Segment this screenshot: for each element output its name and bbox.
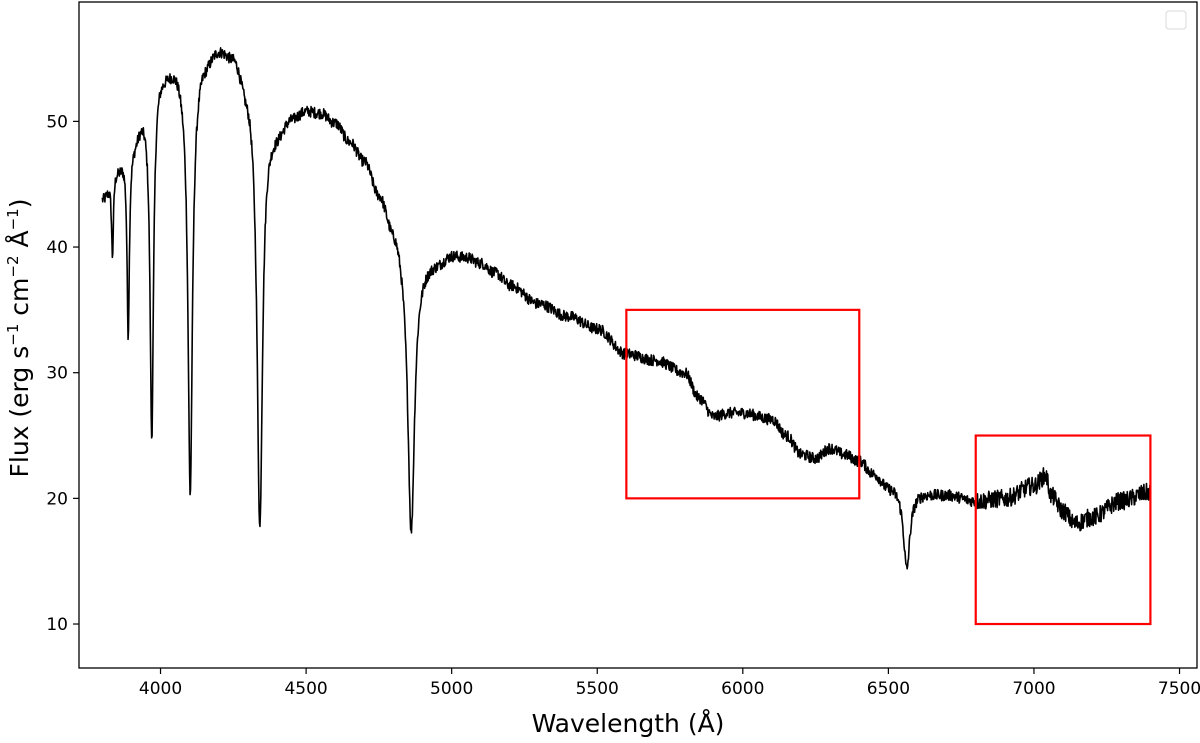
x-tick-label: 6000 [721,679,764,699]
y-axis-title-exp2: −2 [4,255,22,277]
y-axis-title-cm: cm [5,278,34,324]
highlight-box-group [625,308,1152,626]
x-tick-label: 7500 [1158,679,1200,699]
y-axis-title-exp3: −1 [4,208,22,230]
axes-frame [78,1,1198,669]
x-tick-label: 6500 [867,679,910,699]
x-tick-label: 5500 [576,679,619,699]
axes-border [78,1,1198,669]
y-tick-label: 50 [46,112,68,132]
y-tick-label: 10 [46,615,68,635]
axis-ticks: 4000 4500 5000 5500 6000 6500 7000 7500 10 20 30 40… [46,112,1200,699]
highlight-box-2 [974,434,1152,626]
y-axis-title-flux: Flux (erg s [5,346,34,478]
x-tick-label: 7000 [1012,679,1055,699]
x-tick-label: 5000 [430,679,473,699]
x-tick-label: 4000 [139,679,182,699]
y-tick-label: 40 [46,238,68,258]
y-axis-title-exp1: −1 [4,324,22,346]
x-tick-label: 4500 [284,679,327,699]
y-tick-label: 20 [46,489,68,509]
highlight-box-1 [625,308,861,500]
y-axis-title-close: ) [5,199,34,209]
legend-box [1165,10,1187,30]
y-tick-label: 30 [46,364,68,384]
legend [1165,10,1187,30]
x-axis-title: Wavelength (Å) [532,709,725,738]
y-axis-title-angstrom: Å [5,230,34,255]
y-axis-title: Flux (erg s−1 cm−2 Å−1) [4,199,34,478]
